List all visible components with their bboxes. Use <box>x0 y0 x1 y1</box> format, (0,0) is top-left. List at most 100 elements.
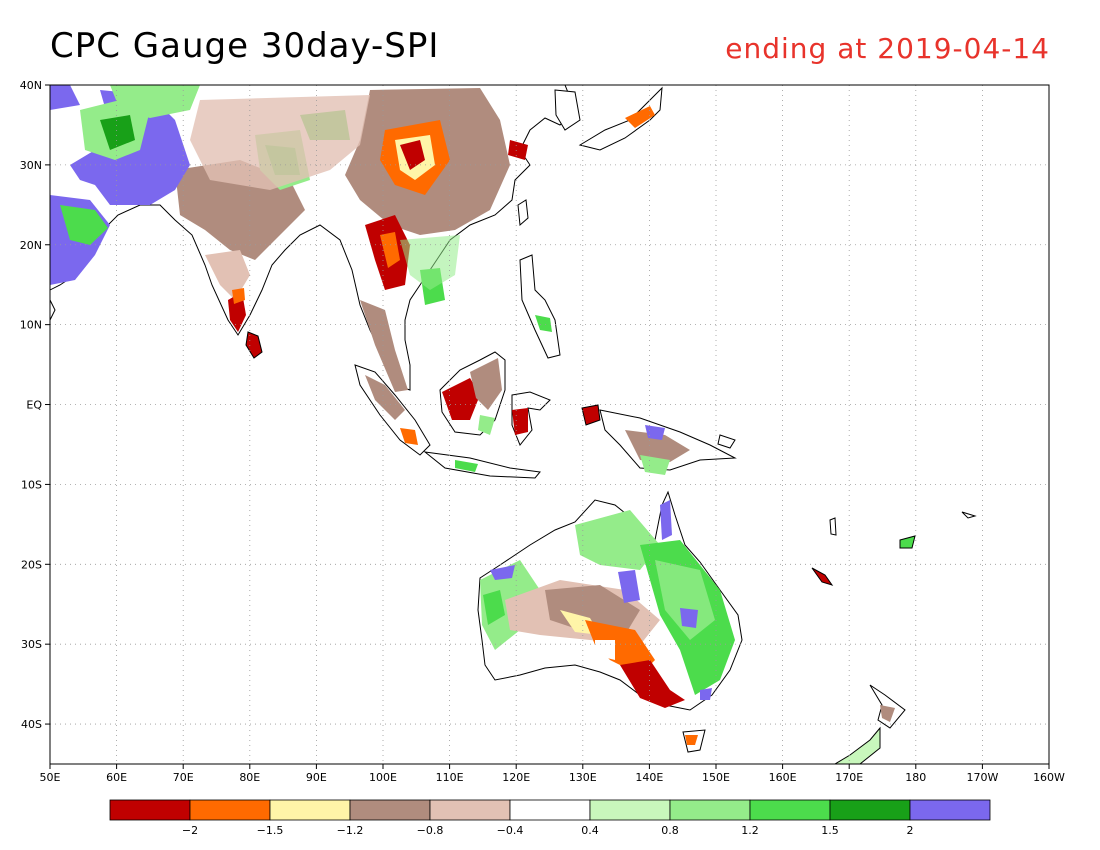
spi-patch-borneo-green <box>478 415 495 435</box>
lon-tick-label: 140E <box>635 771 663 784</box>
lon-tick-label: 80E <box>239 771 260 784</box>
lat-tick-label: EQ <box>26 399 42 412</box>
land-arabia-coast <box>50 299 56 321</box>
spi-patch-png-brown <box>625 430 690 462</box>
spi-patch-sumatra-brown <box>365 375 405 420</box>
legend-swatch <box>429 799 511 821</box>
spi-patch-tasmania-orange <box>685 735 698 745</box>
spi-patch-sulawesi-red <box>512 408 528 435</box>
lat-tick-label: 30S <box>21 638 42 651</box>
spi-patch-aus-white <box>595 640 615 660</box>
spi-patch-borneo-red <box>442 378 480 420</box>
spi-patch-malay-brown <box>360 300 408 392</box>
lat-tick-label: 10S <box>21 478 42 491</box>
spi-patch-sumatra-orange <box>400 428 418 445</box>
spi-patch-aus-west-dark <box>483 590 505 625</box>
land-maluku <box>581 404 601 426</box>
lat-tick-label: 40S <box>21 718 42 731</box>
spi-patch-east-china-red <box>508 140 528 160</box>
legend-swatch <box>669 799 751 821</box>
spi-patch-oman-green <box>60 205 108 245</box>
lat-tick-label: 20N <box>20 239 42 252</box>
legend-swatch <box>349 799 431 821</box>
land-korea <box>554 89 581 131</box>
color-legend: −2 −1.5 −1.2 −0.8 −0.4 0.4 0.8 1.2 1.5 2 <box>109 799 991 837</box>
land-philippines <box>519 254 561 359</box>
spi-patch-india-red <box>228 292 246 332</box>
land-fiji <box>899 535 916 549</box>
legend-swatch <box>269 799 351 821</box>
land-vanuatu <box>829 517 837 536</box>
legend-swatch <box>749 799 831 821</box>
spi-patch-png-blue <box>645 425 665 440</box>
spi-patch-china-red <box>400 140 425 170</box>
land-solomons <box>717 434 736 449</box>
legend-swatch <box>109 799 191 821</box>
land-taiwan <box>517 199 529 227</box>
land-new-caledonia <box>811 567 834 586</box>
lon-tick-label: 180 <box>905 771 926 784</box>
lon-tick-label: 90E <box>306 771 327 784</box>
spi-patch-aus-east-light <box>655 560 715 640</box>
land-island-1 <box>961 511 977 519</box>
land-shading <box>50 85 977 764</box>
spi-patch-nz-brown <box>880 705 895 722</box>
spi-patch-aus-north-green <box>575 510 660 570</box>
spi-patch-india-orange <box>232 288 245 304</box>
spi-patch-aus-blue-3 <box>680 608 698 628</box>
legend-label: 0.4 <box>581 824 599 837</box>
latitude-labels: 40N 30N 20N 10N EQ 10S 20S 30S 40S <box>20 79 50 731</box>
lon-tick-label: 160W <box>1033 771 1065 784</box>
spi-patch-java-green <box>455 460 478 472</box>
lon-tick-label: 160E <box>769 771 797 784</box>
spi-patch-indochina-light <box>400 235 460 290</box>
legend-label: 1.5 <box>821 824 839 837</box>
lon-tick-label: 170W <box>966 771 998 784</box>
spi-patch-japan-orange <box>625 106 655 128</box>
legend-label: 0.8 <box>661 824 679 837</box>
legend-swatch <box>909 799 991 821</box>
lon-tick-label: 150E <box>702 771 730 784</box>
spi-patch-borneo-brown <box>470 358 502 410</box>
legend-label: −0.4 <box>497 824 524 837</box>
legend-swatch <box>189 799 271 821</box>
lon-tick-label: 100E <box>369 771 397 784</box>
legend-swatch <box>589 799 671 821</box>
lon-tick-label: 120E <box>502 771 530 784</box>
legend-label: −0.8 <box>417 824 444 837</box>
lon-tick-label: 60E <box>106 771 127 784</box>
legend-label: 1.2 <box>741 824 759 837</box>
lat-tick-label: 30N <box>20 159 42 172</box>
spi-patch-aus-blue-1 <box>618 570 640 603</box>
land-sri-lanka <box>245 331 263 359</box>
spi-patch-aus-blue-2 <box>660 500 672 540</box>
spi-patch-west-asia-blue <box>50 85 80 110</box>
spi-patch-aus-blue-5 <box>490 565 515 580</box>
gridlines <box>50 85 1049 764</box>
spi-patch-philippines-green <box>535 315 552 332</box>
land-japan <box>578 86 663 151</box>
lat-tick-label: 20S <box>21 558 42 571</box>
legend-label: 2 <box>907 824 914 837</box>
spi-patch-aus-orange <box>585 620 655 675</box>
lon-tick-label: 130E <box>569 771 597 784</box>
lat-tick-label: 40N <box>20 79 42 92</box>
lon-tick-label: 110E <box>436 771 464 784</box>
legend-label: −1.5 <box>257 824 284 837</box>
spi-patch-north-green <box>110 85 200 118</box>
lon-tick-label: 170E <box>835 771 863 784</box>
land-nz-south <box>834 726 881 764</box>
legend-swatch <box>509 799 591 821</box>
spi-patch-png-green <box>640 455 670 475</box>
spi-patch-aus-red <box>620 660 685 708</box>
map-subtitle: ending at 2019-04-14 <box>725 32 1050 65</box>
lon-tick-label: 70E <box>173 771 194 784</box>
lat-tick-label: 10N <box>20 319 42 332</box>
lon-tick-label: 50E <box>40 771 61 784</box>
spi-patch-india-pink <box>205 250 250 300</box>
spi-patch-west-dark-green <box>100 115 135 150</box>
map-title: CPC Gauge 30day-SPI <box>50 26 440 66</box>
legend-swatch <box>829 799 911 821</box>
legend-label: −2 <box>182 824 198 837</box>
